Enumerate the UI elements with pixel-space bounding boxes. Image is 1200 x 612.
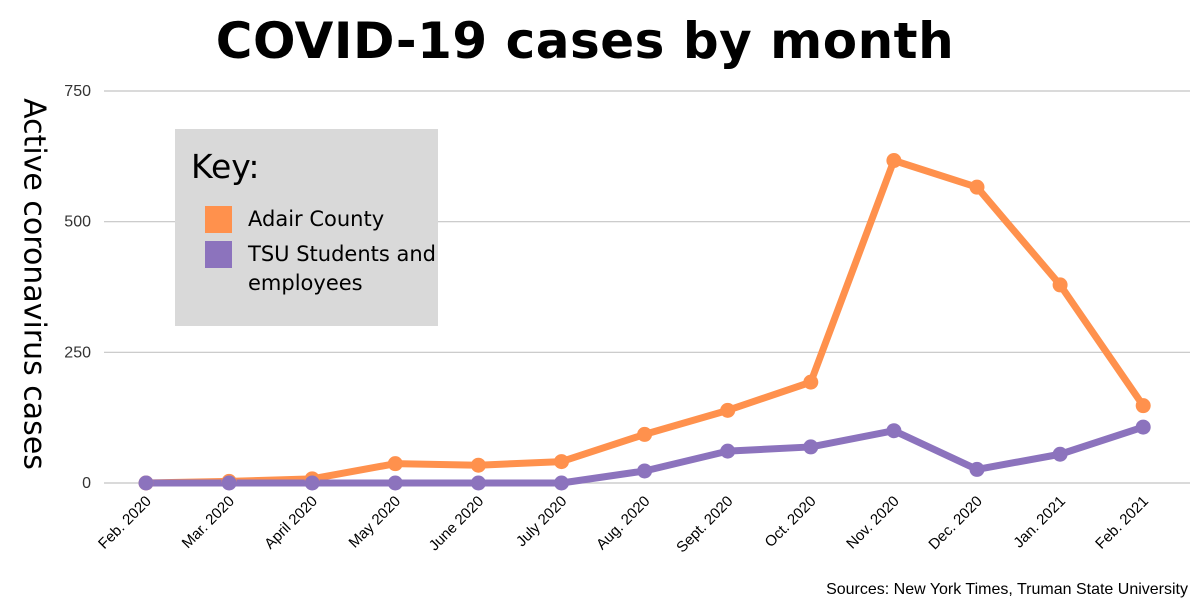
- data-point-series-1: [470, 475, 486, 491]
- legend-swatch-tsu: [205, 241, 232, 268]
- data-point-series-1: [1135, 419, 1151, 435]
- data-point-series-0: [1052, 277, 1068, 293]
- legend-swatch-adair-county: [205, 206, 232, 233]
- x-tick-label: Aug. 2020: [593, 493, 653, 553]
- x-tick-label: Nov. 2020: [843, 493, 903, 553]
- data-point-series-0: [969, 179, 985, 195]
- data-point-series-1: [304, 475, 320, 491]
- x-tick-label: Feb. 2020: [95, 493, 155, 553]
- x-tick-label: Mar. 2020: [179, 493, 238, 552]
- legend-title: Key:: [191, 147, 260, 186]
- data-point-series-0: [470, 457, 486, 473]
- x-tick-label: May 2020: [346, 493, 405, 552]
- data-point-series-0: [637, 426, 653, 442]
- y-tick-label-250: 250: [64, 344, 91, 361]
- data-point-series-0: [803, 374, 819, 390]
- data-point-series-1: [969, 461, 985, 477]
- y-tick-label-750: 750: [64, 83, 91, 100]
- x-tick-label: Oct. 2020: [762, 493, 820, 551]
- data-point-series-0: [886, 153, 902, 169]
- data-point-series-0: [1135, 398, 1151, 414]
- x-tick-label: July 2020: [513, 493, 570, 550]
- data-point-series-1: [1052, 446, 1068, 462]
- source-note: Sources: New York Times, Truman State Un…: [826, 581, 1188, 598]
- y-tick-label-0: 0: [82, 475, 91, 492]
- legend-label-tsu: TSU Students and employees: [248, 242, 436, 295]
- chart-title: COVID-19 cases by month: [215, 12, 955, 70]
- x-tick-label: Feb. 2021: [1092, 493, 1152, 553]
- data-point-series-0: [554, 454, 569, 470]
- legend-label-adair-county: Adair County: [248, 207, 385, 231]
- data-point-series-1: [554, 475, 569, 491]
- y-tick-label-500: 500: [64, 214, 91, 231]
- data-point-series-1: [803, 439, 819, 455]
- data-point-series-1: [637, 463, 653, 479]
- x-tick-label: June 2020: [426, 493, 488, 555]
- x-tick-label: Dec. 2020: [925, 493, 985, 553]
- x-tick-label: Sept. 2020: [673, 493, 736, 556]
- data-point-series-1: [720, 443, 736, 459]
- data-point-series-0: [720, 402, 736, 418]
- data-point-series-1: [886, 423, 902, 439]
- y-axis-label: Active coronavirus cases: [16, 98, 52, 470]
- x-tick-label: Jan. 2021: [1010, 493, 1069, 552]
- legend: Key: Adair County TSU Students and emplo…: [175, 129, 438, 326]
- data-point-series-1: [221, 475, 237, 491]
- data-point-series-0: [387, 456, 403, 472]
- x-tick-label: April 2020: [261, 493, 321, 553]
- data-point-series-1: [138, 475, 154, 491]
- data-point-series-1: [387, 475, 403, 491]
